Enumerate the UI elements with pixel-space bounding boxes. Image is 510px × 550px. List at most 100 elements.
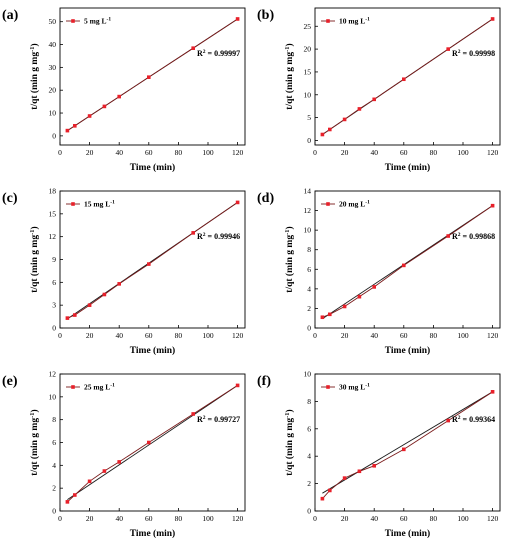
legend-marker [71,385,75,389]
series-line [67,202,238,319]
y-tick-label: 0 [52,131,56,140]
x-tick-label: 80 [430,331,438,340]
data-point [357,294,362,299]
x-tick-label: 100 [202,148,214,157]
legend-marker [326,19,330,23]
x-tick-label: 120 [232,331,244,340]
data-point [320,132,325,137]
y-tick-label: 50 [49,17,57,26]
y-tick-label: 6 [307,265,311,274]
data-point [147,262,151,266]
y-tick-label: 8 [52,415,56,424]
legend-label: 30 mg L-1 [339,383,370,392]
data-point [87,114,92,118]
x-tick-label: 80 [175,331,183,340]
y-tick-label: 8 [307,397,311,406]
x-tick-label: 100 [457,331,469,340]
x-tick-label: 60 [145,148,153,157]
x-axis-title: Time (min) [130,528,175,539]
r-squared-sup: 2 [203,232,206,238]
panel-d: 0 20 40 60 80 100 120 0 2 4 6 8 10 12 14 20 mg L-1 R2 = … [255,183,510,366]
x-tick-label: 40 [370,514,378,523]
y-axis-title-tail: ) [284,409,295,412]
r-squared-label: R2 = 0.99998 [452,49,495,58]
y-tick-label: 2 [307,479,311,488]
x-tick-label: 0 [58,514,62,523]
legend-marker [71,19,75,23]
data-point [102,469,107,473]
r-squared-sup: 2 [458,232,461,238]
data-point [65,316,70,320]
y-axis-title: t/qt (min g mg-1) [284,226,295,292]
r-squared-value: = 0.99727 [206,415,241,424]
y-tick-label: 0 [307,507,311,516]
legend-label: 25 mg L-1 [84,383,115,392]
x-axis-title: Time (min) [385,345,430,356]
panel-label: (e) [2,374,18,389]
y-axis-title-sup: -1 [29,229,36,234]
x-tick-label: 40 [115,148,123,157]
legend-label-sup: -1 [110,200,115,206]
x-tick-label: 120 [487,514,499,523]
y-tick-label: 10 [49,109,57,118]
x-tick-label: 80 [430,148,438,157]
y-tick-label: 12 [304,206,312,215]
data-point [117,94,121,99]
r-squared-label: R2 = 0.99727 [197,415,240,424]
legend-label-sup: -1 [110,383,115,389]
legend-marker [326,385,330,389]
data-point [446,418,450,423]
panel-label: (a) [2,8,19,23]
y-axis-title-tail: ) [29,226,40,229]
y-axis-title-tail: ) [284,43,295,46]
data-point [147,75,151,79]
legend-label: 15 mg L-1 [84,200,115,209]
legend-label: 10 mg L-1 [339,17,370,26]
data-point [328,312,332,317]
y-tick-label: 12 [49,370,57,379]
data-point [87,479,92,484]
panel-label: (f) [257,374,271,389]
y-tick-label: 15 [49,209,57,218]
data-point [191,231,195,235]
y-tick-label: 0 [52,324,56,333]
y-axis-title-sup: -1 [284,46,291,51]
y-axis-title-tail: ) [29,43,40,46]
x-tick-label: 0 [313,148,317,157]
y-tick-label: 6 [52,438,56,447]
data-point [320,496,325,501]
legend-label-sup: -1 [365,200,370,206]
r-squared-label: R2 = 0.99868 [452,232,495,241]
y-tick-label: 10 [304,370,312,379]
r-squared-label: R2 = 0.99946 [197,232,240,241]
data-point [490,203,495,208]
y-tick-label: 2 [52,484,56,493]
y-tick-label: 5 [307,113,311,122]
x-tick-label: 80 [175,514,183,523]
y-axis-title: t/qt (min g mg-1) [29,226,40,292]
data-point [73,493,77,497]
r-squared-r: R [452,232,458,241]
data-point [446,234,450,238]
plot-frame [59,7,246,146]
y-tick-label: 20 [304,45,312,54]
plot-frame [314,7,501,146]
r-squared-r: R [197,232,203,241]
x-tick-label: 60 [400,514,408,523]
panel-b: 0 20 40 60 80 100 120 0 5 10 15 20 25 10 mg L-1 R2 = 0… [255,0,510,183]
legend-label-main: 5 mg L [84,17,107,26]
data-point [117,460,121,464]
data-point [235,200,240,205]
x-tick-label: 60 [400,331,408,340]
y-axis-title-main: t/qt (min g mg [29,235,40,293]
legend-label-sup: -1 [365,383,370,389]
y-axis-title-main: t/qt (min g mg [29,52,40,110]
y-axis-title-main: t/qt (min g mg [284,235,295,293]
y-axis-title-main: t/qt (min g mg [284,52,295,110]
data-point [191,412,195,416]
